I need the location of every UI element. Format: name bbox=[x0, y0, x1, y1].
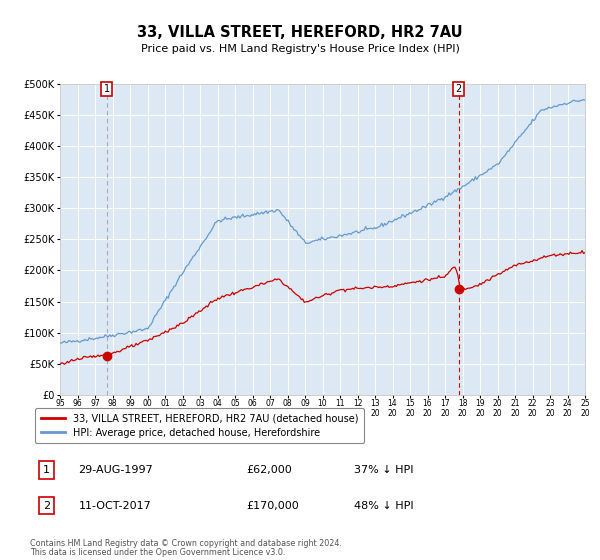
Text: £170,000: £170,000 bbox=[246, 501, 299, 511]
Text: 2: 2 bbox=[455, 84, 462, 94]
Text: Contains HM Land Registry data © Crown copyright and database right 2024.: Contains HM Land Registry data © Crown c… bbox=[30, 539, 342, 548]
Text: £62,000: £62,000 bbox=[246, 465, 292, 475]
Text: 1: 1 bbox=[43, 465, 50, 475]
Legend: 33, VILLA STREET, HEREFORD, HR2 7AU (detached house), HPI: Average price, detach: 33, VILLA STREET, HEREFORD, HR2 7AU (det… bbox=[35, 408, 364, 444]
Text: 37% ↓ HPI: 37% ↓ HPI bbox=[354, 465, 413, 475]
Text: 2: 2 bbox=[43, 501, 50, 511]
Text: 29-AUG-1997: 29-AUG-1997 bbox=[79, 465, 154, 475]
Text: 48% ↓ HPI: 48% ↓ HPI bbox=[354, 501, 413, 511]
Text: Price paid vs. HM Land Registry's House Price Index (HPI): Price paid vs. HM Land Registry's House … bbox=[140, 44, 460, 54]
Text: 11-OCT-2017: 11-OCT-2017 bbox=[79, 501, 151, 511]
Text: This data is licensed under the Open Government Licence v3.0.: This data is licensed under the Open Gov… bbox=[30, 548, 286, 557]
Text: 33, VILLA STREET, HEREFORD, HR2 7AU: 33, VILLA STREET, HEREFORD, HR2 7AU bbox=[137, 25, 463, 40]
Text: 1: 1 bbox=[103, 84, 110, 94]
